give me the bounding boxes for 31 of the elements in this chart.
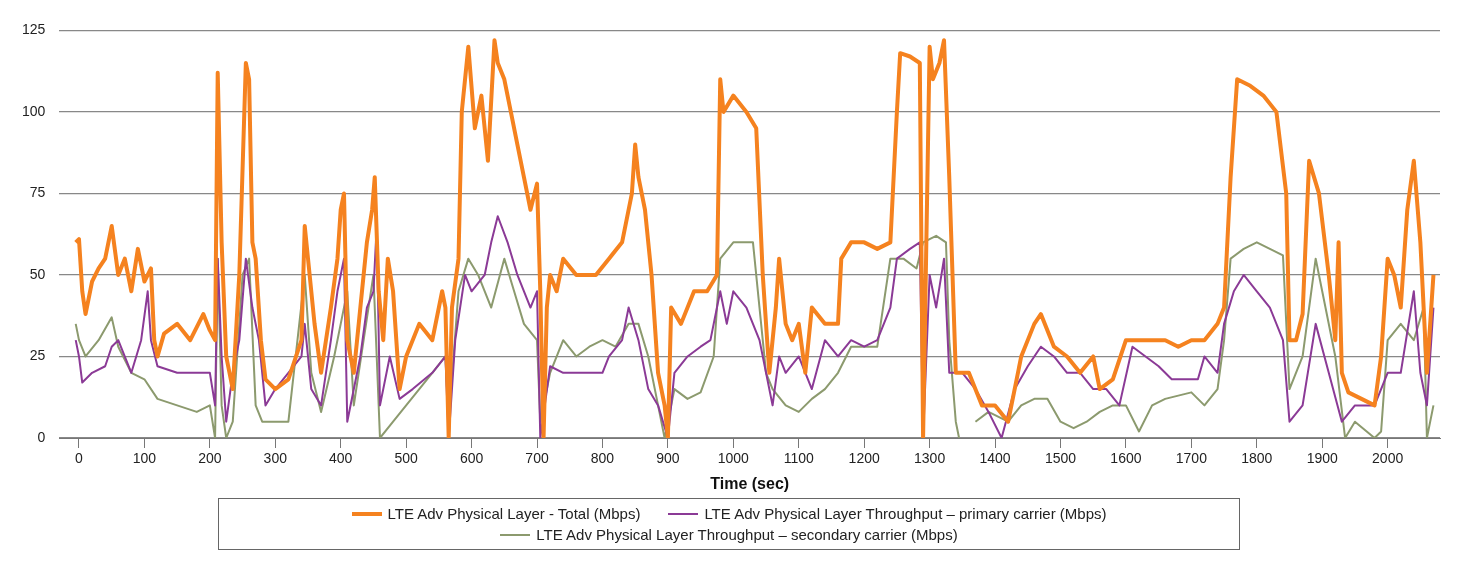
x-tick-label: 2000: [1372, 450, 1404, 467]
y-tick-label: 50: [29, 265, 46, 282]
x-tick-label: 1700: [1175, 450, 1208, 467]
y-tick-label: 100: [22, 102, 46, 119]
x-tick-label: 900: [656, 450, 680, 467]
x-tick-label: 1300: [914, 450, 946, 467]
x-tick-label: 800: [590, 450, 615, 467]
x-axis-title: Time (sec): [710, 474, 790, 492]
x-tick-label: 700: [525, 450, 549, 467]
x-tick-label: 100: [132, 450, 157, 467]
x-tick-label: 1600: [1110, 450, 1142, 467]
y-tick-label: 25: [29, 347, 46, 364]
x-tick-label: 400: [329, 450, 353, 467]
x-tick-label: 300: [263, 450, 288, 467]
x-tick-label: 500: [394, 450, 419, 467]
x-tick-label: 200: [198, 450, 222, 467]
legend-label: LTE Adv Physical Layer Throughput – primary carrier (Mbps): [704, 505, 1107, 522]
legend-label: LTE Adv Physical Layer Throughput – secondary carrier (Mbps): [536, 526, 958, 543]
x-tick-label: 1100: [783, 450, 815, 467]
x-tick-label: 0: [75, 450, 84, 467]
x-tick-label: 1000: [717, 450, 750, 467]
x-tick-label: 1800: [1241, 450, 1273, 467]
x-tick-label: 1200: [848, 450, 880, 467]
y-tick-label: 125: [22, 21, 46, 38]
x-tick-label: 600: [459, 450, 484, 467]
x-tick-label: 1900: [1306, 450, 1338, 467]
x-tick-label: 1500: [1044, 450, 1077, 467]
y-tick-label: 0: [37, 428, 46, 445]
x-tick-label: 1400: [979, 450, 1011, 467]
legend-label: LTE Adv Physical Layer - Total (Mbps): [387, 505, 641, 522]
y-tick-label: 75: [29, 184, 46, 201]
